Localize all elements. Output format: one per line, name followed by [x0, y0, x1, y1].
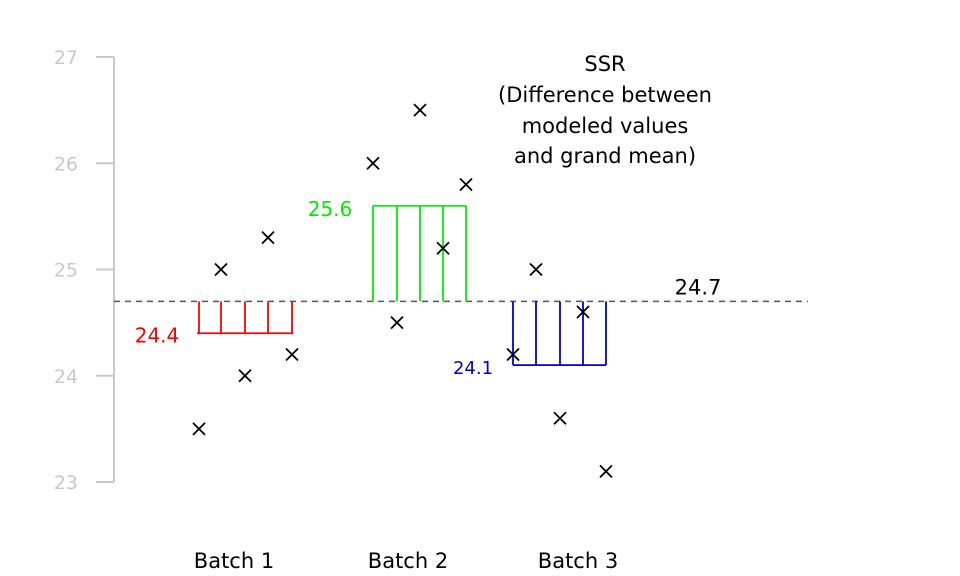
y-tick-label: 23 [54, 472, 78, 494]
x-category-label: Batch 3 [538, 549, 618, 573]
annotation-line: and grand mean) [514, 144, 696, 168]
batch-mean-bar: 25.6 [308, 197, 467, 302]
data-point [553, 411, 567, 425]
residual-bars-group: 24.4 25.6 24.1 [135, 197, 607, 379]
observations-group [192, 103, 613, 479]
batch-mean-bar: 24.1 [453, 301, 607, 379]
ssr-annotation: SSR (Difference between modeled values and … [498, 52, 712, 168]
data-point [238, 369, 252, 383]
batch-mean-label: 24.1 [453, 358, 493, 379]
grand-mean-label: 24.7 [675, 275, 722, 299]
x-category-label: Batch 2 [368, 549, 448, 573]
data-point [285, 347, 299, 362]
category-labels-group: Batch 1 Batch 2 Batch 3 [194, 549, 618, 573]
data-point [413, 103, 427, 117]
data-point [529, 262, 543, 277]
data-point [192, 422, 206, 436]
data-point [214, 262, 228, 277]
data-point [261, 230, 275, 245]
annotation-line: modeled values [522, 114, 689, 138]
data-point [459, 177, 473, 192]
data-point [436, 241, 450, 255]
y-tick-label: 26 [54, 153, 78, 175]
data-point [599, 464, 613, 479]
data-point [576, 305, 590, 319]
y-axis: 23 24 25 26 27 [54, 47, 115, 494]
x-category-label: Batch 1 [194, 549, 274, 573]
batch-mean-label: 24.4 [135, 323, 180, 347]
annotation-line: (Difference between [498, 83, 712, 107]
data-point [506, 347, 520, 362]
data-point [390, 315, 404, 330]
data-point [366, 156, 380, 170]
batch-mean-bar: 24.4 [135, 301, 293, 347]
grand-mean-line-group: 24.7 [114, 275, 808, 303]
y-tick-label: 25 [54, 260, 78, 282]
y-tick-label: 24 [54, 366, 78, 388]
y-tick-label: 27 [54, 47, 78, 69]
batch-mean-label: 25.6 [308, 197, 353, 221]
annotation-line: SSR [584, 52, 625, 76]
